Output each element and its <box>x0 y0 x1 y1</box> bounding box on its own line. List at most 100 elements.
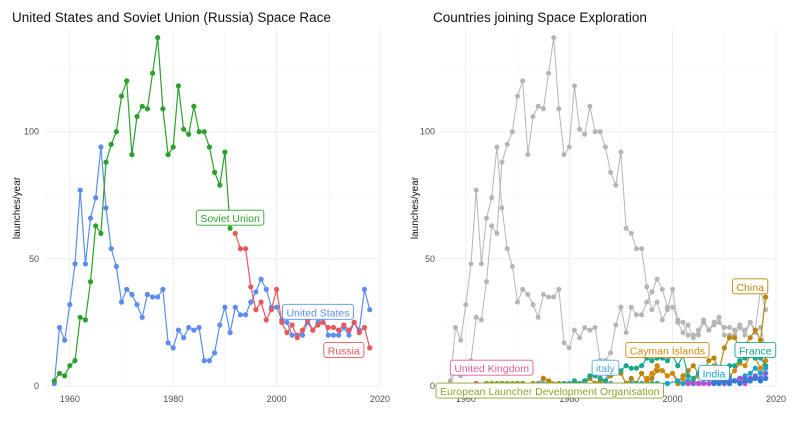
data-point <box>336 332 342 338</box>
data-point <box>289 332 295 338</box>
series-line-background-2 <box>449 37 767 382</box>
data-point <box>757 337 764 343</box>
data-point <box>695 380 702 387</box>
data-point <box>494 230 500 236</box>
data-point <box>279 319 285 325</box>
data-point <box>597 375 603 381</box>
series-line-background-1 <box>449 146 767 384</box>
data-point <box>453 325 458 330</box>
data-point <box>62 337 68 343</box>
data-point <box>690 363 696 369</box>
y-tick-label: 0 <box>34 381 39 391</box>
data-point <box>499 159 505 165</box>
data-point <box>763 375 769 381</box>
data-point <box>253 289 259 295</box>
data-point <box>243 312 249 318</box>
series-label-text: China <box>736 282 764 294</box>
x-tick-label: 2020 <box>766 394 786 404</box>
data-point <box>763 294 769 300</box>
data-point <box>294 335 300 341</box>
data-point <box>217 182 223 188</box>
data-point <box>72 358 78 364</box>
data-point <box>191 103 197 109</box>
data-point <box>473 314 479 320</box>
data-point <box>659 286 665 292</box>
data-point <box>654 363 660 369</box>
data-point <box>160 286 166 292</box>
data-point <box>639 370 645 376</box>
data-point <box>463 302 469 308</box>
data-point <box>716 380 722 387</box>
data-point <box>509 129 515 135</box>
label-box <box>449 359 534 376</box>
series-soviet-union <box>51 35 233 384</box>
y-tick-label: 50 <box>29 254 39 264</box>
data-point <box>763 370 769 376</box>
data-point <box>227 330 233 336</box>
series-label-soviet-union: Soviet Union <box>195 209 265 226</box>
x-tick-label: 1960 <box>60 394 80 404</box>
data-point <box>732 363 738 369</box>
label-box <box>731 278 769 295</box>
data-point <box>628 365 634 371</box>
data-point <box>520 78 526 84</box>
series-label-text: European Launcher Development Organisati… <box>440 386 660 398</box>
data-point <box>118 93 125 99</box>
data-point <box>670 304 676 310</box>
data-point <box>509 264 515 269</box>
data-point <box>87 279 94 285</box>
data-point <box>571 83 577 89</box>
data-point <box>341 322 347 328</box>
data-point <box>361 286 368 292</box>
y-tick-label: 50 <box>425 254 435 264</box>
data-point <box>747 378 753 384</box>
data-point <box>535 314 541 320</box>
data-point <box>649 289 655 295</box>
data-point <box>196 129 202 135</box>
series-label-russia: Russia <box>323 341 365 358</box>
data-point <box>212 350 218 356</box>
series-label-european-launcher-development-organisation: European Launcher Development Organisati… <box>435 382 664 399</box>
series-russia <box>232 230 373 351</box>
series-line-united-states <box>53 146 371 384</box>
data-point <box>757 365 764 371</box>
data-point <box>649 358 655 364</box>
data-point <box>67 363 73 369</box>
series-label-text: United Kingdom <box>454 363 529 375</box>
data-point <box>134 113 140 120</box>
data-point <box>701 317 707 323</box>
series-label-united-kingdom: United Kingdom <box>449 359 534 376</box>
data-point <box>587 373 593 379</box>
series-label-italy: italy <box>591 359 620 376</box>
data-point <box>361 324 368 331</box>
data-point <box>98 144 104 150</box>
data-point <box>93 223 99 229</box>
data-point <box>628 304 634 310</box>
data-point <box>664 373 671 379</box>
data-point <box>721 332 727 338</box>
data-point <box>325 324 331 331</box>
series-china <box>514 294 769 387</box>
data-point <box>144 291 150 298</box>
data-point <box>232 304 238 310</box>
data-point <box>530 302 536 308</box>
chart-title: Countries joining Space Exploration <box>433 10 647 25</box>
data-point <box>504 246 510 252</box>
series-label-united-states: United States <box>281 303 354 320</box>
data-point <box>696 332 701 338</box>
data-point <box>649 370 655 376</box>
data-point <box>515 93 520 99</box>
series-label-china: China <box>731 278 769 295</box>
data-point <box>721 345 727 351</box>
label-box <box>625 341 710 358</box>
data-point <box>685 322 691 328</box>
data-point <box>160 106 166 112</box>
data-point <box>654 368 660 374</box>
data-point <box>274 304 280 310</box>
data-point <box>284 319 290 325</box>
chart-panel-2: 1960 1980 2000 2020 0 50 100 Countries joining … <box>410 10 786 404</box>
data-point <box>170 345 176 351</box>
data-point <box>571 327 577 333</box>
data-point <box>737 380 743 387</box>
data-point <box>752 375 758 381</box>
